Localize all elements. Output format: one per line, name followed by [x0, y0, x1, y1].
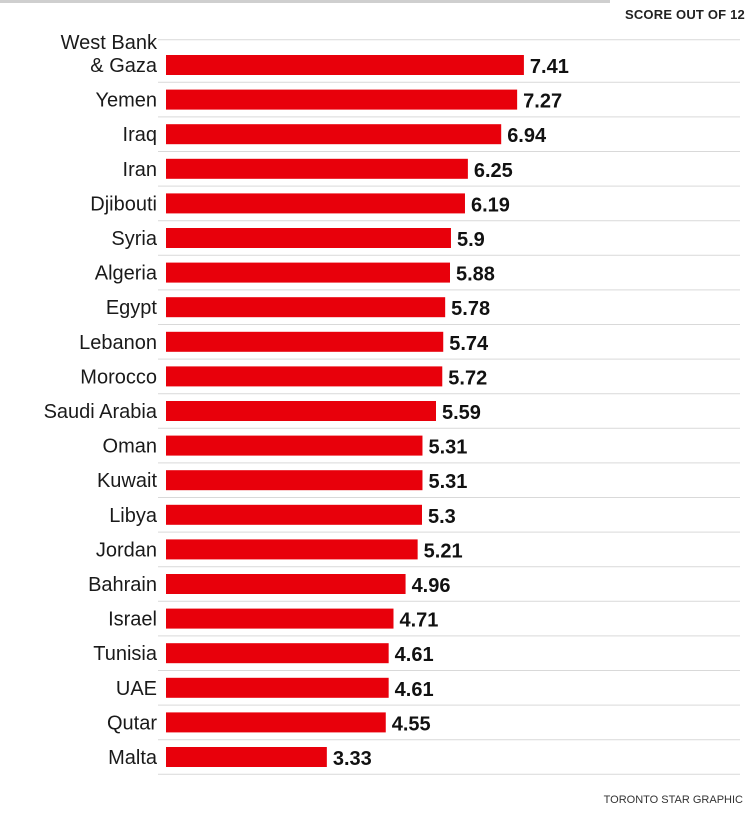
- bar: [166, 331, 444, 352]
- value-label: 7.41: [530, 56, 569, 78]
- category-label: Iran: [123, 159, 157, 181]
- bar: [166, 435, 423, 456]
- value-label: 5.9: [457, 229, 485, 251]
- value-label: 6.25: [474, 160, 513, 182]
- category-label: Israel: [108, 609, 157, 631]
- category-label: Jordan: [96, 539, 157, 561]
- bar: [166, 539, 418, 560]
- value-label: 4.61: [395, 679, 434, 701]
- category-label: Tunisia: [93, 643, 158, 665]
- category-label: Libya: [109, 505, 158, 527]
- bar: [166, 401, 436, 421]
- category-label: Egypt: [106, 297, 158, 319]
- category-label: Qutar: [107, 712, 157, 734]
- bar: [166, 643, 389, 664]
- category-label: Iraq: [123, 124, 157, 146]
- bar: [166, 124, 502, 145]
- category-label: Morocco: [80, 366, 157, 388]
- category-label: Algeria: [95, 263, 158, 285]
- bar: [166, 677, 389, 698]
- value-label: 5.88: [456, 264, 495, 286]
- value-label: 6.94: [507, 125, 547, 147]
- value-label: 3.33: [333, 748, 372, 770]
- category-label: Oman: [103, 436, 157, 458]
- bar: [166, 297, 446, 318]
- bar: [166, 193, 465, 214]
- bar: [166, 89, 518, 110]
- category-label: Yemen: [95, 90, 157, 112]
- value-label: 7.27: [523, 91, 562, 113]
- value-label: 5.59: [442, 402, 481, 424]
- bar: [166, 712, 386, 733]
- unit-label: SCORE OUT OF 12: [624, 7, 745, 22]
- category-label: Saudi Arabia: [44, 401, 158, 423]
- category-label: West Bank & Gaza: [61, 32, 158, 77]
- category-label: Syria: [111, 228, 157, 250]
- bar: [166, 504, 422, 525]
- bar: [166, 55, 524, 75]
- credit-label: TORONTO STAR GRAPHIC: [603, 794, 743, 806]
- value-label: 4.71: [399, 610, 438, 632]
- value-label: 4.61: [395, 644, 434, 666]
- value-label: 5.78: [451, 298, 490, 320]
- top-rule: [0, 0, 610, 3]
- category-label: Lebanon: [79, 332, 157, 354]
- bar: [166, 158, 468, 179]
- value-label: 5.31: [428, 471, 467, 493]
- value-label: 5.3: [428, 506, 456, 528]
- bar: [166, 228, 451, 248]
- value-label: 5.21: [424, 540, 463, 562]
- value-label: 5.72: [448, 367, 487, 389]
- bar: [166, 366, 443, 387]
- category-label: UAE: [116, 678, 157, 700]
- bar: [166, 608, 394, 629]
- bar: [166, 574, 406, 594]
- value-label: 5.74: [449, 333, 489, 355]
- bar: [166, 470, 423, 491]
- value-label: 5.31: [428, 437, 467, 459]
- category-label: Kuwait: [97, 470, 157, 492]
- category-label: Bahrain: [88, 574, 157, 596]
- value-label: 4.55: [392, 713, 431, 735]
- value-label: 6.19: [471, 194, 510, 216]
- value-label: 4.96: [412, 575, 451, 597]
- bar: [166, 262, 451, 283]
- category-label: Djibouti: [90, 193, 157, 215]
- bar: [166, 747, 327, 767]
- category-label: Malta: [108, 747, 158, 769]
